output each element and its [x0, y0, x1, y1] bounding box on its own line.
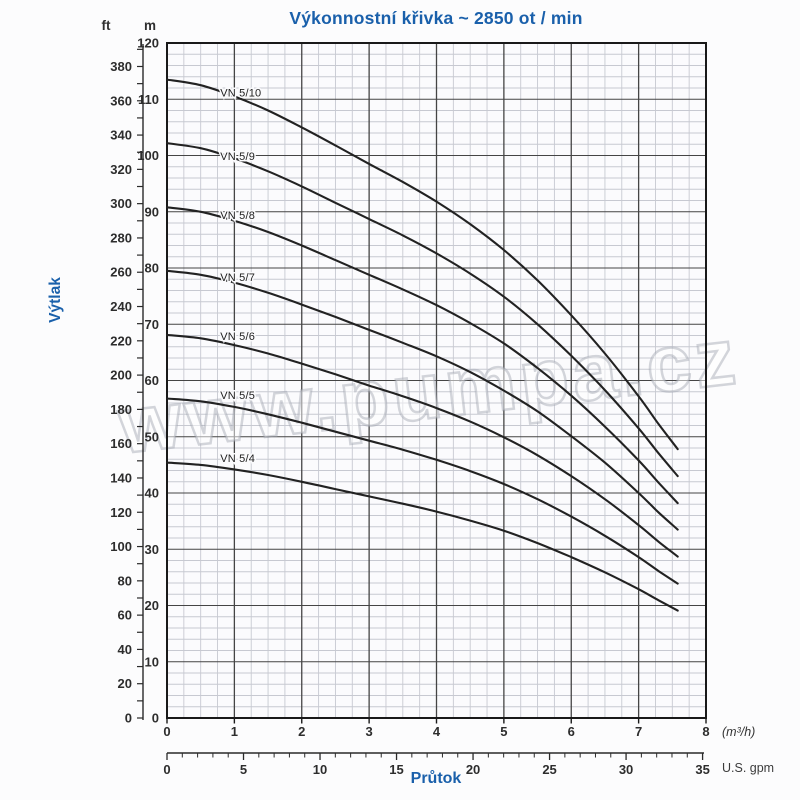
curve-label-vn-5-9: VN 5/9 — [220, 151, 255, 163]
ft-tick-label: 0 — [125, 711, 132, 726]
m3h-tick-label: 2 — [298, 724, 305, 739]
ft-tick-label: 340 — [110, 128, 132, 143]
x-axis-title: Průtok — [410, 770, 462, 787]
gpm-tick-label: 15 — [389, 762, 403, 777]
ft-tick-label: 100 — [110, 539, 132, 554]
m3h-tick-label: 0 — [163, 724, 170, 739]
ft-tick-label: 140 — [110, 470, 132, 485]
ft-tick-label: 60 — [118, 608, 132, 623]
m3h-tick-label: 1 — [231, 724, 238, 739]
m-tick-label: 70 — [145, 317, 159, 332]
curve-vn-5-6 — [165, 333, 679, 558]
ft-tick-label: 260 — [110, 265, 132, 280]
ft-tick-label: 160 — [110, 436, 132, 451]
chart-title: Výkonnostní křivka ~ 2850 ot / min — [289, 8, 583, 28]
m-tick-label: 120 — [137, 36, 159, 51]
m3h-tick-label: 8 — [702, 724, 709, 739]
m-tick-label: 60 — [145, 373, 159, 388]
m-tick-label: 50 — [145, 429, 159, 444]
curve-label-vn-5-10: VN 5/10 — [220, 88, 261, 100]
ft-tick-label: 20 — [118, 676, 132, 691]
curve-vn-5-8 — [165, 206, 679, 505]
curve-vn-5-5 — [165, 397, 679, 585]
m-tick-label: 100 — [137, 148, 159, 163]
ft-tick-label: 200 — [110, 368, 132, 383]
curve-label-vn-5-7: VN 5/7 — [220, 272, 255, 284]
gpm-tick-label: 5 — [240, 762, 247, 777]
ft-tick-label: 280 — [110, 230, 132, 245]
gpm-tick-label: 25 — [542, 762, 556, 777]
curve-label-vn-5-6: VN 5/6 — [220, 331, 255, 343]
gpm-tick-label: 10 — [313, 762, 327, 777]
m3h-tick-label: 7 — [635, 724, 642, 739]
m-tick-label: 30 — [145, 542, 159, 557]
ft-tick-label: 320 — [110, 162, 132, 177]
curve-vn-5-9 — [165, 142, 679, 478]
x-unit-gpm-label: U.S. gpm — [722, 761, 775, 775]
m-tick-label: 20 — [145, 598, 159, 613]
ft-tick-label: 180 — [110, 402, 132, 417]
y-unit-m-label: m — [143, 18, 156, 33]
ft-tick-label: 80 — [118, 573, 132, 588]
m-tick-label: 40 — [145, 486, 159, 501]
ft-tick-label: 380 — [110, 59, 132, 74]
ft-tick-label: 240 — [110, 299, 132, 314]
curve-vn-5-10 — [165, 78, 679, 451]
m-tick-label: 0 — [152, 711, 159, 726]
m3h-tick-label: 4 — [433, 724, 441, 739]
m-tick-label: 90 — [145, 204, 159, 219]
curve-label-vn-5-4: VN 5/4 — [220, 453, 255, 465]
gpm-tick-label: 30 — [619, 762, 633, 777]
m3h-tick-label: 6 — [568, 724, 575, 739]
curve-vn-5-4 — [165, 461, 679, 612]
m-tick-label: 10 — [145, 654, 159, 669]
ft-tick-label: 360 — [110, 93, 132, 108]
curve-vn-5-7 — [165, 269, 679, 531]
curve-label-vn-5-8: VN 5/8 — [220, 210, 255, 222]
y-unit-ft-label: ft — [101, 18, 111, 33]
m-tick-label: 110 — [138, 92, 159, 107]
x-unit-m3h-label: (m³/h) — [722, 725, 756, 739]
gpm-tick-label: 20 — [466, 762, 480, 777]
gpm-tick-label: 35 — [695, 762, 709, 777]
m3h-tick-label: 5 — [500, 724, 507, 739]
gpm-tick-label: 0 — [163, 762, 170, 777]
m3h-tick-label: 3 — [366, 724, 373, 739]
ft-tick-label: 40 — [118, 642, 132, 657]
curve-label-vn-5-5: VN 5/5 — [220, 390, 255, 402]
ft-tick-label: 120 — [110, 505, 132, 520]
ft-tick-label: 220 — [110, 333, 132, 348]
ft-tick-label: 300 — [110, 196, 132, 211]
m-tick-label: 80 — [145, 261, 159, 276]
